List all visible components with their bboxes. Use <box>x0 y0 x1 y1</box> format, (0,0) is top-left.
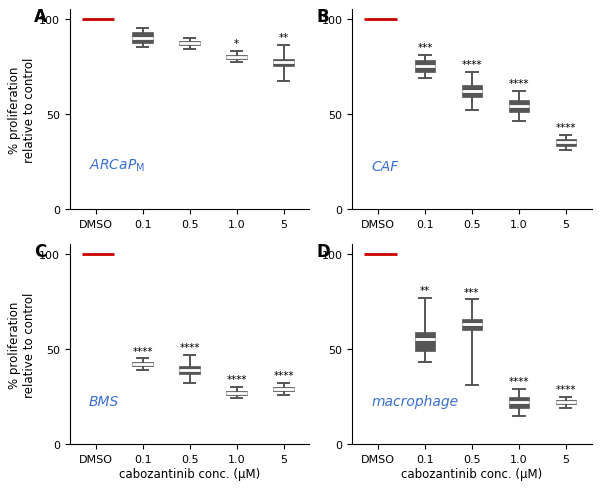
Bar <box>556 401 576 405</box>
Text: *: * <box>234 39 239 49</box>
Y-axis label: % proliferation
relative to control: % proliferation relative to control <box>8 57 37 163</box>
Bar <box>132 33 153 44</box>
Text: B: B <box>316 8 329 26</box>
Text: ARCaP$_\mathsf{M}$: ARCaP$_\mathsf{M}$ <box>89 157 145 174</box>
Text: C: C <box>34 243 46 261</box>
Bar <box>509 397 529 408</box>
Text: macrophage: macrophage <box>371 394 458 408</box>
Bar <box>273 387 294 391</box>
Bar <box>226 56 247 60</box>
Bar <box>461 319 482 330</box>
Bar <box>226 391 247 395</box>
Text: ****: **** <box>133 346 153 356</box>
Text: ****: **** <box>556 384 576 394</box>
Bar <box>132 363 153 366</box>
Text: A: A <box>34 8 47 26</box>
Y-axis label: % proliferation
relative to control: % proliferation relative to control <box>8 292 37 397</box>
Bar <box>273 60 294 67</box>
Text: ****: **** <box>509 79 529 89</box>
Text: CAF: CAF <box>371 160 398 174</box>
Bar <box>179 366 200 374</box>
Text: ****: **** <box>226 374 247 385</box>
Bar <box>509 101 529 113</box>
Text: D: D <box>316 243 330 261</box>
Text: ****: **** <box>273 370 294 381</box>
Text: ***: *** <box>417 43 433 53</box>
Text: ****: **** <box>509 376 529 386</box>
Text: ****: **** <box>461 60 482 70</box>
Text: ****: **** <box>556 122 576 133</box>
Bar <box>415 332 435 351</box>
Text: ****: **** <box>179 342 200 352</box>
Text: BMS: BMS <box>89 394 119 408</box>
X-axis label: cabozantinib conc. (μM): cabozantinib conc. (μM) <box>401 467 542 480</box>
Text: ***: *** <box>464 287 479 297</box>
Bar <box>461 86 482 98</box>
X-axis label: cabozantinib conc. (μM): cabozantinib conc. (μM) <box>119 467 260 480</box>
Text: **: ** <box>420 285 430 295</box>
Bar <box>179 42 200 46</box>
Text: **: ** <box>278 33 289 43</box>
Bar <box>556 139 576 147</box>
Bar <box>415 61 435 73</box>
